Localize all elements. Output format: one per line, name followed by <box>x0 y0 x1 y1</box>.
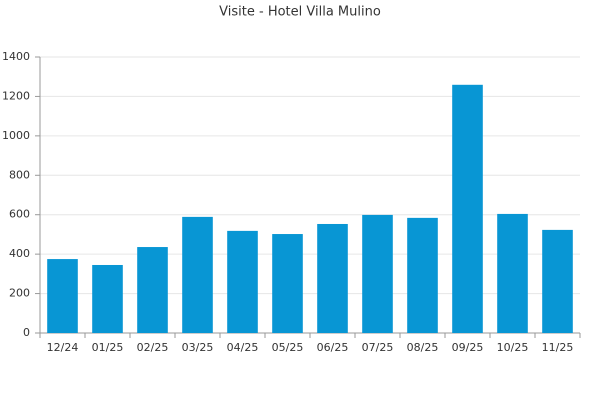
chart-title: Visite - Hotel Villa Mulino <box>219 5 381 20</box>
x-tick-label: 06/25 <box>317 341 349 354</box>
bar <box>452 84 483 333</box>
y-tick-label: 600 <box>9 208 30 221</box>
x-tick-label: 01/25 <box>92 341 124 354</box>
bar <box>407 217 438 333</box>
bar <box>92 264 123 333</box>
bar <box>317 223 348 333</box>
bar <box>47 259 78 333</box>
y-tick-label: 400 <box>9 247 30 260</box>
bar <box>182 216 213 333</box>
bar <box>137 247 168 333</box>
x-tick-label: 10/25 <box>497 341 529 354</box>
bar <box>497 213 528 333</box>
x-tick-label: 03/25 <box>182 341 214 354</box>
y-tick-label: 0 <box>23 326 30 339</box>
bar <box>362 214 393 333</box>
bar <box>227 230 258 333</box>
y-tick-label: 800 <box>9 168 30 181</box>
bar <box>272 234 303 333</box>
x-tick-label: 07/25 <box>362 341 394 354</box>
y-tick-label: 200 <box>9 287 30 300</box>
x-tick-label: 02/25 <box>137 341 169 354</box>
bar <box>542 229 573 333</box>
x-tick-label: 11/25 <box>542 341 574 354</box>
y-tick-label: 1200 <box>2 89 30 102</box>
y-tick-label: 1400 <box>2 50 30 63</box>
y-tick-label: 1000 <box>2 129 30 142</box>
x-tick-label: 12/24 <box>47 341 79 354</box>
x-tick-label: 08/25 <box>407 341 439 354</box>
x-tick-label: 09/25 <box>452 341 484 354</box>
x-tick-label: 05/25 <box>272 341 304 354</box>
x-tick-label: 04/25 <box>227 341 259 354</box>
